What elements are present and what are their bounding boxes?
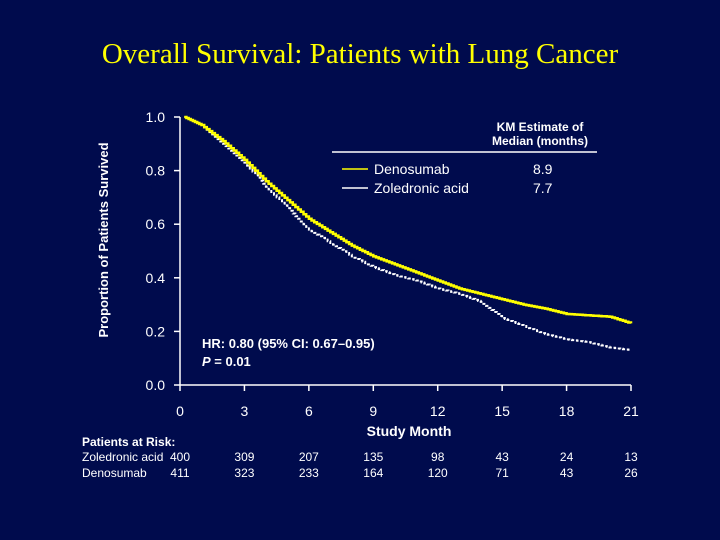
at-risk-count: 323 [234,466,254,480]
series-line-denosumab [184,115,633,324]
at-risk-count: 26 [624,466,638,480]
y-tick-label: 0.8 [146,163,166,179]
x-tick-label: 9 [369,403,377,419]
legend-median-denosumab: 8.9 [533,161,553,177]
legend-header-line-2: Median (months) [492,134,588,148]
series-line-zoledronic-acid [184,116,632,351]
at-risk-count: 164 [363,466,383,480]
at-risk-count: 98 [431,450,445,464]
hazard-ratio-annotation: HR: 0.80 (95% CI: 0.67–0.95) [202,336,375,351]
at-risk-count: 411 [170,466,189,480]
x-tick-label: 3 [241,403,249,419]
at-risk-count: 135 [363,450,383,464]
x-tick-label: 21 [623,403,639,419]
at-risk-row-label: Denosumab [82,466,147,480]
x-tick-label: 12 [430,403,446,419]
at-risk-count: 207 [299,450,319,464]
at-risk-count: 43 [495,450,509,464]
slide-title: Overall Survival: Patients with Lung Can… [101,38,619,70]
legend: KM Estimate of Median (months) Denosumab… [332,120,597,196]
at-risk-header: Patients at Risk: [82,435,175,449]
at-risk-count: 71 [495,466,509,480]
legend-label-denosumab: Denosumab [374,161,450,177]
legend-header-line-1: KM Estimate of [497,120,585,134]
x-tick-label: 15 [494,403,510,419]
y-ticks: 0.0 0.2 0.4 0.6 0.8 1.0 [146,109,180,393]
x-tick-label: 18 [559,403,575,419]
at-risk-count: 24 [560,450,574,464]
legend-median-zoledronic-acid: 7.7 [533,180,553,196]
at-risk-count: 309 [234,450,254,464]
at-risk-row-label: Zoledronic acid [82,450,163,464]
p-value-number: = 0.01 [211,354,251,369]
x-ticks: 0 3 6 9 12 15 18 21 [176,385,639,419]
y-tick-label: 0.4 [146,270,166,286]
x-tick-label: 0 [176,403,184,419]
x-tick-label: 6 [305,403,313,419]
y-tick-label: 0.6 [146,216,166,232]
y-tick-label: 0.0 [146,377,166,393]
p-value-label: P [202,354,211,369]
at-risk-count: 233 [299,466,319,480]
y-axis-label: Proportion of Patients Survived [96,142,111,337]
legend-label-zoledronic-acid: Zoledronic acid [374,180,469,196]
at-risk-count: 13 [624,450,638,464]
p-value-annotation: P = 0.01 [202,354,251,369]
patients-at-risk-table: Patients at Risk: Zoledronic acid 400 309 2… [82,435,638,480]
at-risk-count: 400 [170,450,190,464]
at-risk-count: 120 [428,466,448,480]
y-tick-label: 0.2 [146,323,166,339]
at-risk-count: 43 [560,466,574,480]
x-axis-label: Study Month [367,423,452,439]
y-tick-label: 1.0 [146,109,166,125]
